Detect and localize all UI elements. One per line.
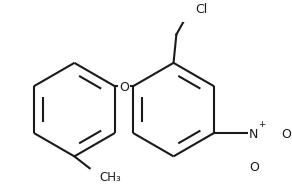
Text: CH₃: CH₃	[100, 171, 121, 184]
Text: O: O	[249, 161, 259, 174]
Text: N: N	[249, 128, 258, 141]
Text: O: O	[281, 128, 291, 141]
Text: −: −	[291, 119, 292, 129]
Text: O: O	[119, 81, 129, 94]
Text: +: +	[258, 120, 265, 129]
Text: Cl: Cl	[195, 3, 208, 16]
